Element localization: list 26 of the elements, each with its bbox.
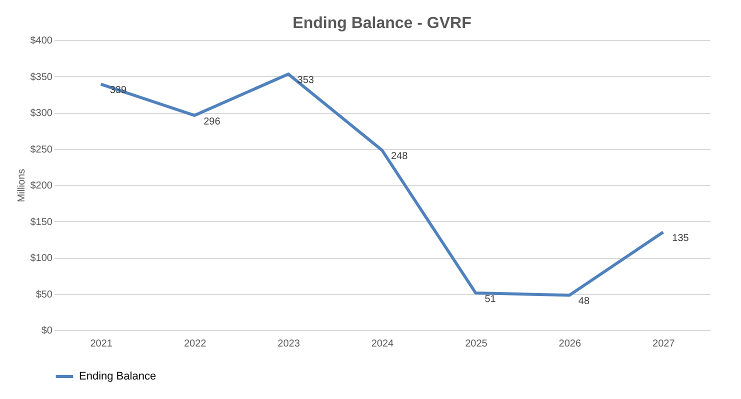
y-tick-label: $300 xyxy=(30,108,53,119)
y-tick-label: $350 xyxy=(30,72,53,83)
data-label: 248 xyxy=(391,151,408,162)
legend-label: Ending Balance xyxy=(79,370,156,382)
y-tick-label: $400 xyxy=(30,36,53,46)
data-label: 51 xyxy=(484,294,496,306)
line-series xyxy=(99,72,665,297)
data-label: 135 xyxy=(672,233,690,244)
x-tick-label: 2024 xyxy=(371,338,394,350)
x-tick-label: 2021 xyxy=(90,338,113,350)
y-axis-title: Millions xyxy=(16,168,28,202)
data-label: 296 xyxy=(204,116,221,128)
y-tick-label: $150 xyxy=(30,216,53,228)
y-tick-label: $0 xyxy=(41,326,53,336)
x-tick-label: 2025 xyxy=(465,338,488,350)
x-tick-label: 2026 xyxy=(558,338,582,350)
y-tick-label: $250 xyxy=(30,144,53,156)
x-tick-label: 2022 xyxy=(184,338,207,350)
data-label: 48 xyxy=(578,296,590,308)
data-label: 353 xyxy=(297,75,314,86)
chart-title: Ending Balance - GVRF xyxy=(292,15,472,32)
y-tick-label: $200 xyxy=(30,180,53,192)
y-tick-label: $50 xyxy=(36,289,53,300)
x-tick-label: 2023 xyxy=(278,338,300,350)
x-tick-label: 2027 xyxy=(652,338,676,350)
y-tick-label: $100 xyxy=(30,253,53,264)
